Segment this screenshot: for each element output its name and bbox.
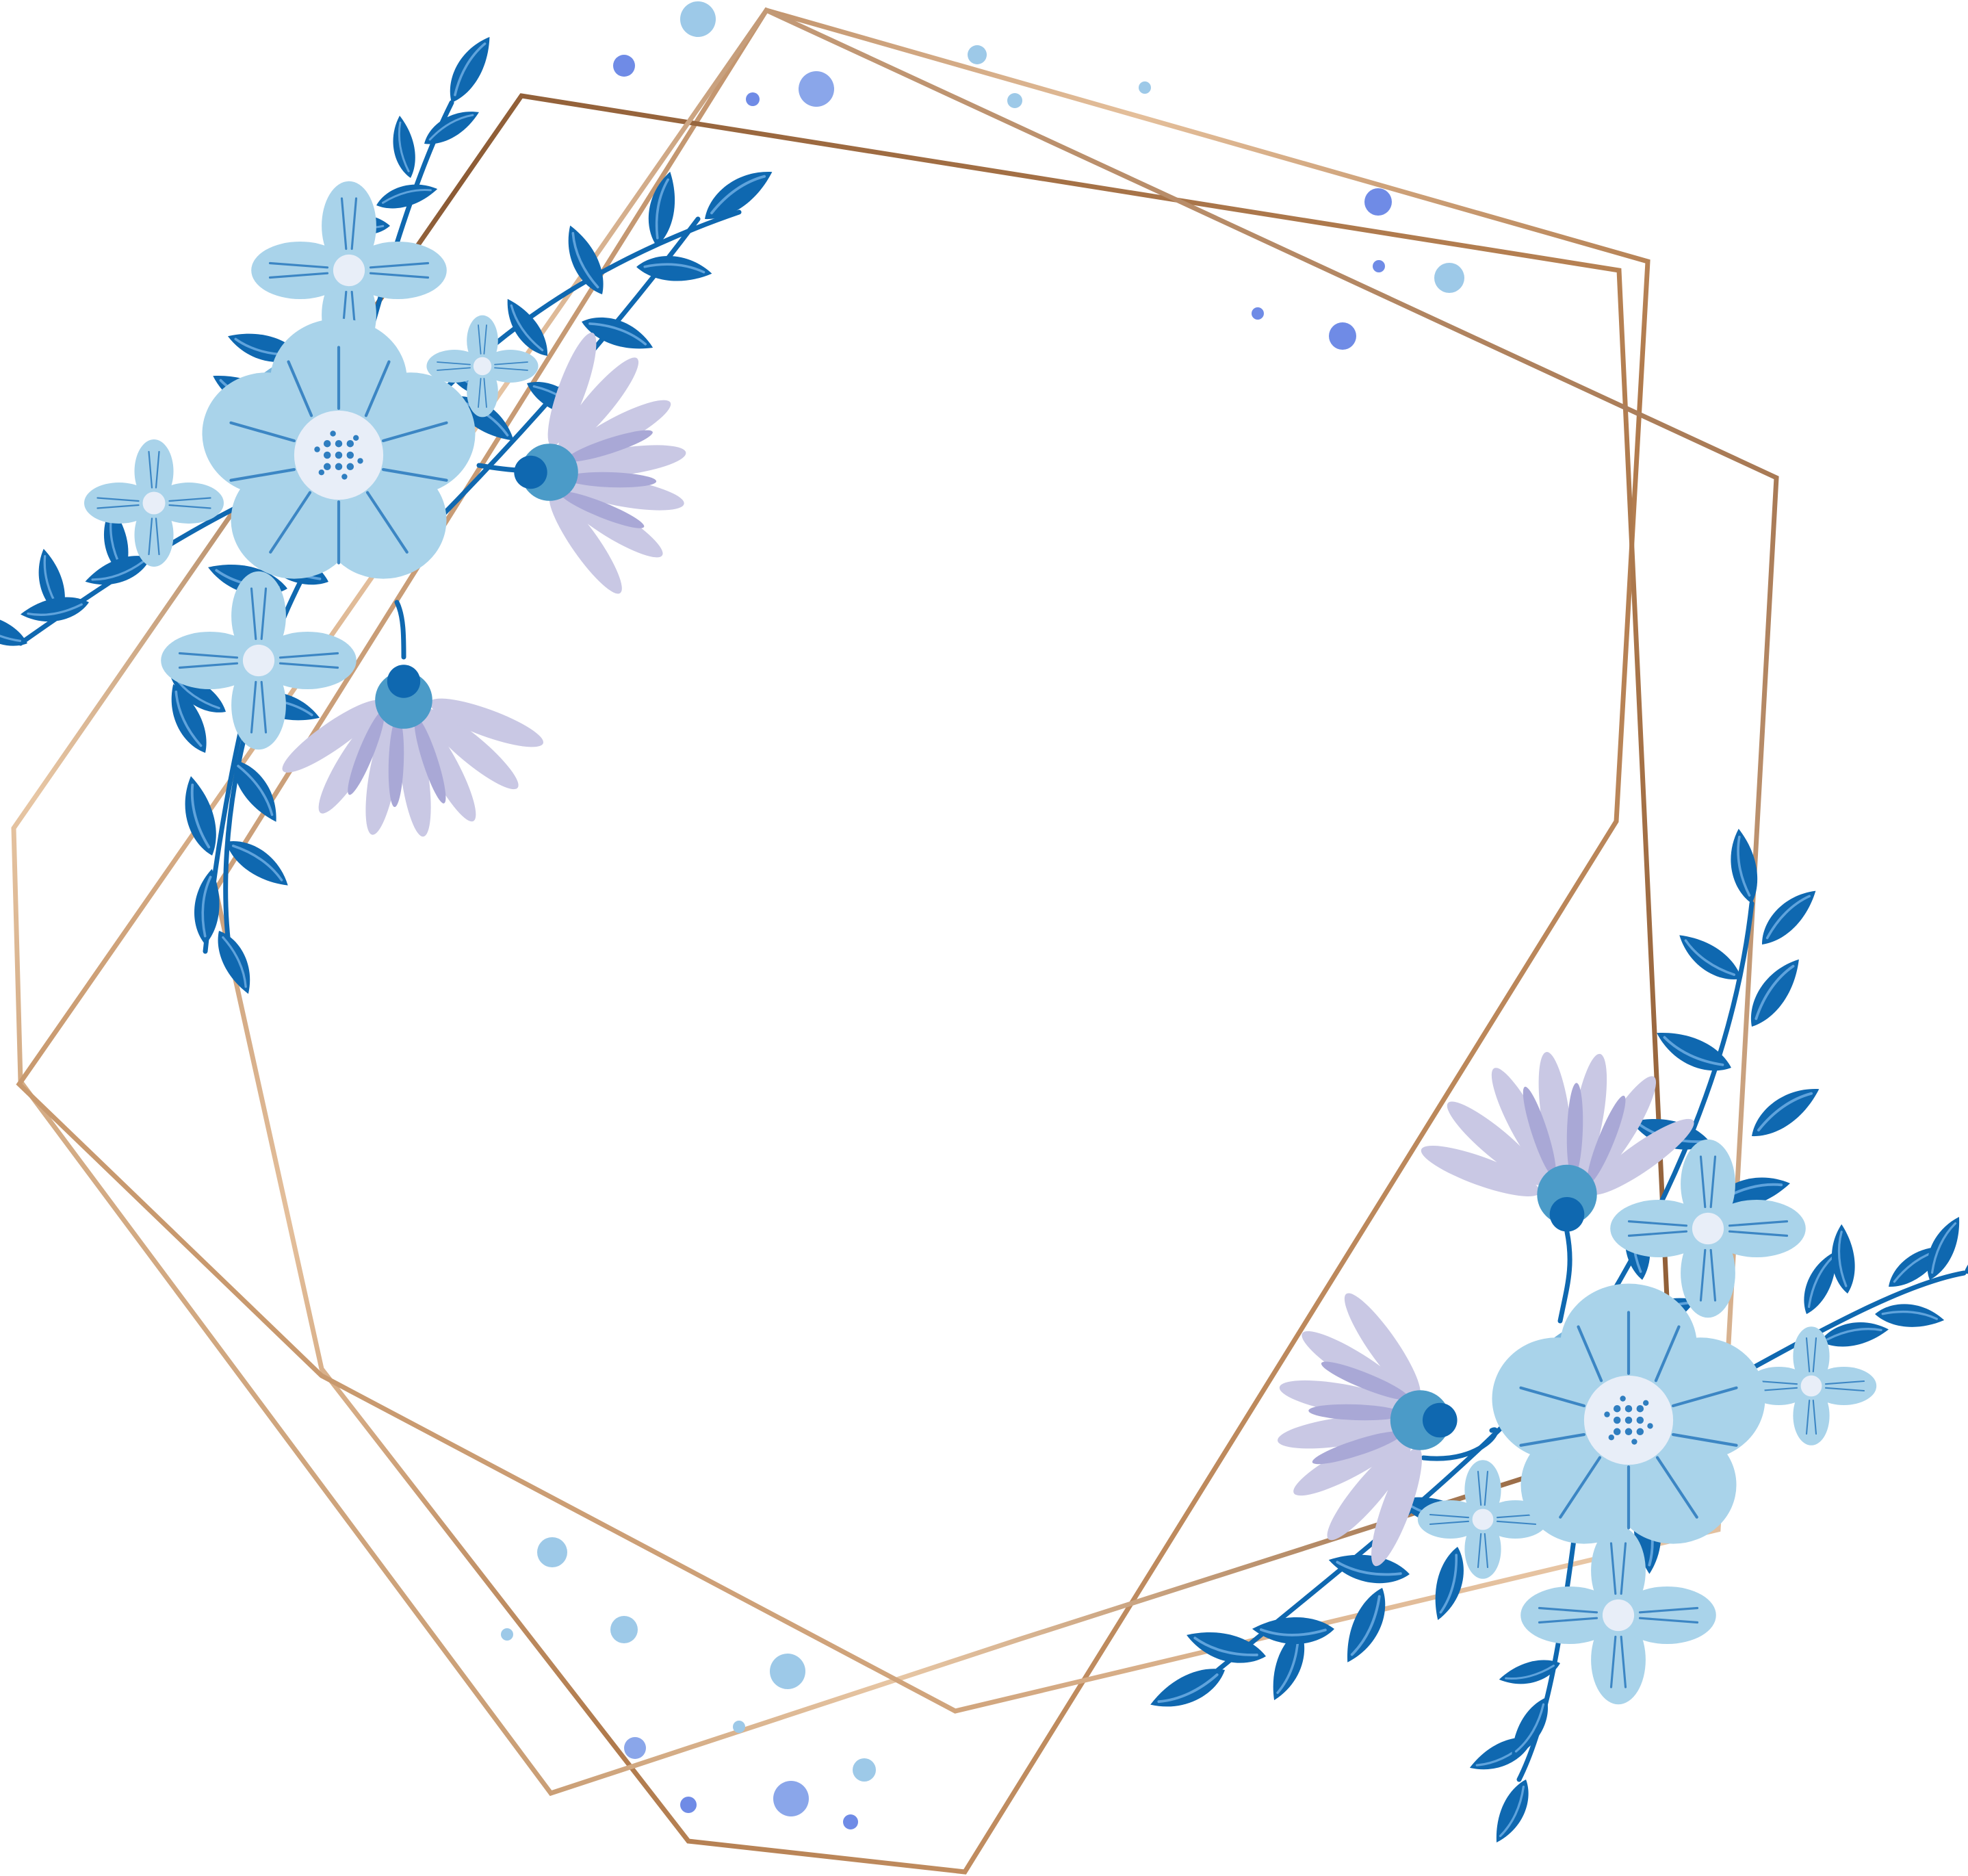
frame-heptagon-2 xyxy=(11,93,1676,1797)
bouquet-bottom-right xyxy=(1143,826,1968,1849)
decorative-dots-bottom xyxy=(501,1537,876,1829)
large-flower xyxy=(1492,1284,1765,1544)
daisy-flower xyxy=(275,665,548,839)
decorative-dots-top xyxy=(613,1,1464,350)
frame-heptagon-3 xyxy=(16,7,1779,1714)
bouquet-top-left xyxy=(0,29,781,1000)
blossom-flower xyxy=(83,438,225,568)
